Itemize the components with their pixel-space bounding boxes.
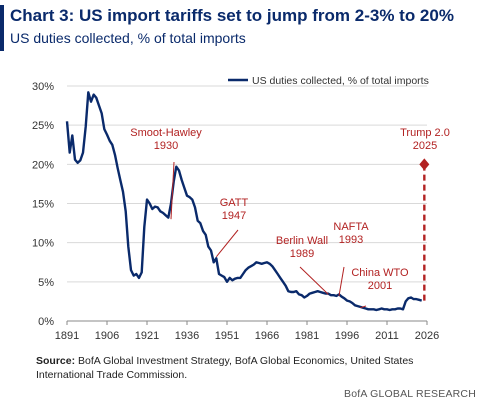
- x-tick-label: 1981: [295, 330, 319, 342]
- annotation-leader: [299, 266, 329, 295]
- x-tick-label: 1921: [135, 330, 159, 342]
- y-tick-label: 15%: [32, 199, 54, 211]
- tariff-line-chart: 0% 5% 10% 15% 20% 25% 30% 1891 1906 1921 1936 1951 1…: [32, 75, 450, 342]
- x-tick-label: 2011: [375, 330, 399, 342]
- annotation-nafta: NAFTA 1993: [333, 221, 369, 246]
- x-tick-label: 1891: [55, 330, 79, 342]
- y-tick-label: 25%: [32, 120, 54, 132]
- annotation-leader: [215, 229, 239, 258]
- y-tick-label: 30%: [32, 81, 54, 93]
- x-tick-label: 1966: [255, 330, 279, 342]
- y-tick-label: 10%: [32, 238, 54, 250]
- brand-footer: BofA GLOBAL RESEARCH: [344, 388, 476, 400]
- source-text: BofA Global Investment Strategy, BofA Gl…: [36, 355, 414, 381]
- chart-subtitle: US duties collected, % of total imports: [10, 30, 246, 46]
- annotation-leader: [338, 266, 345, 297]
- source-label: Source:: [36, 355, 76, 367]
- y-tick-label: 20%: [32, 159, 54, 171]
- y-tick-label: 0%: [38, 316, 54, 328]
- x-tick-label: 2026: [415, 330, 439, 342]
- annotation-gatt: GATT 1947: [220, 197, 249, 222]
- annotation-leader: [360, 305, 367, 309]
- x-tick-label: 1936: [175, 330, 199, 342]
- x-tick-label: 1951: [215, 330, 239, 342]
- chart-title: Chart 3: US import tariffs set to jump f…: [10, 6, 454, 25]
- projection-marker: [419, 158, 430, 171]
- legend-label: US duties collected, % of total imports: [252, 75, 429, 87]
- annotation-china-wto: China WTO 2001: [351, 267, 409, 292]
- annotation-berlin-wall: Berlin Wall 1989: [276, 235, 328, 260]
- source-note: Source: BofA Global Investment Strategy,…: [36, 354, 466, 382]
- x-tick-label: 1906: [95, 330, 119, 342]
- title-accent-bar: [0, 5, 4, 51]
- annotation-trump: Trump 2.0 2025: [400, 127, 450, 152]
- x-tick-label: 1996: [335, 330, 359, 342]
- y-tick-label: 5%: [38, 277, 54, 289]
- series-line: [65, 91, 423, 312]
- annotation-leader: [170, 161, 175, 220]
- annotation-smoot-hawley: Smoot-Hawley 1930: [130, 127, 202, 152]
